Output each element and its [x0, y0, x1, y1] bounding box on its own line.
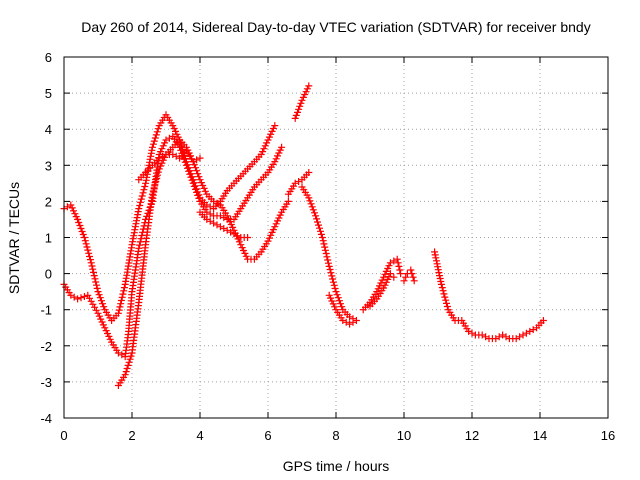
x-tick-label: 6: [264, 428, 271, 443]
data-point-segment: [135, 147, 204, 184]
x-tick-label: 12: [465, 428, 479, 443]
x-tick-label: 10: [397, 428, 411, 443]
y-tick-label: -3: [40, 375, 52, 390]
y-tick-labels: -4 -3 -2 -1 0 1 2 3 4 5 6: [40, 50, 52, 426]
data-point-segment: [284, 169, 313, 198]
data-point-segment: [359, 255, 405, 314]
data-point-segment: [291, 82, 313, 122]
grid-lines: [64, 57, 608, 418]
y-tick-label: -2: [40, 339, 52, 354]
y-tick-label: 6: [45, 50, 52, 65]
data-point-segment: [400, 266, 418, 285]
y-tick-label: 4: [45, 122, 52, 137]
y-tick-label: 2: [45, 194, 52, 209]
x-tick-label: 8: [332, 428, 339, 443]
y-axis-label: SDTVAR / TECUs: [6, 182, 22, 294]
x-tick-label: 16: [601, 428, 615, 443]
data-points: [60, 82, 547, 389]
data-point-segment: [60, 111, 279, 324]
x-tick-label: 0: [60, 428, 67, 443]
data-point-segment: [366, 270, 398, 310]
axis-ticks: [63, 56, 609, 419]
x-tick-label: 2: [128, 428, 135, 443]
x-tick-label: 14: [533, 428, 547, 443]
x-tick-label: 4: [196, 428, 203, 443]
y-tick-label: 0: [45, 267, 52, 282]
data-point-segment: [114, 136, 292, 389]
y-tick-label: -4: [40, 411, 52, 426]
y-tick-label: 3: [45, 158, 52, 173]
data-point-segment: [298, 183, 360, 328]
y-tick-label: 5: [45, 86, 52, 101]
data-point-segment: [431, 248, 547, 343]
chart-title: Day 260 of 2014, Sidereal Day-to-day VTE…: [81, 19, 590, 35]
x-tick-labels: 0 2 4 6 8 10 12 14 16: [60, 428, 615, 443]
y-tick-label: 1: [45, 231, 52, 246]
x-axis-label: GPS time / hours: [283, 458, 390, 474]
data-point-segment: [196, 208, 252, 241]
y-tick-label: -1: [40, 303, 52, 318]
